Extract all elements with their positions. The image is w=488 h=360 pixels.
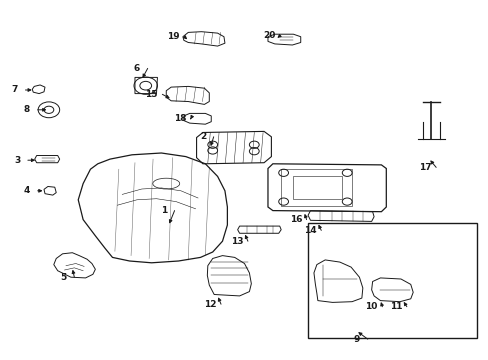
Text: 19: 19 (167, 32, 180, 41)
Text: 4: 4 (23, 186, 30, 195)
Text: 7: 7 (11, 85, 18, 94)
Text: 6: 6 (134, 64, 140, 73)
Text: 2: 2 (200, 132, 205, 141)
Text: 5: 5 (61, 273, 66, 282)
Text: 18: 18 (173, 114, 186, 123)
Text: 15: 15 (145, 90, 158, 99)
Text: 11: 11 (389, 302, 402, 311)
Text: 20: 20 (262, 31, 275, 40)
Text: 1: 1 (161, 206, 166, 215)
Text: 13: 13 (230, 237, 243, 246)
Text: 3: 3 (14, 156, 20, 165)
Text: 12: 12 (203, 300, 216, 309)
Text: 9: 9 (353, 335, 360, 343)
Text: 8: 8 (24, 105, 30, 114)
Text: 16: 16 (289, 215, 302, 224)
Text: 14: 14 (304, 226, 316, 235)
Text: 10: 10 (365, 302, 377, 311)
Bar (307, 223, 476, 338)
Text: 17: 17 (418, 163, 431, 172)
